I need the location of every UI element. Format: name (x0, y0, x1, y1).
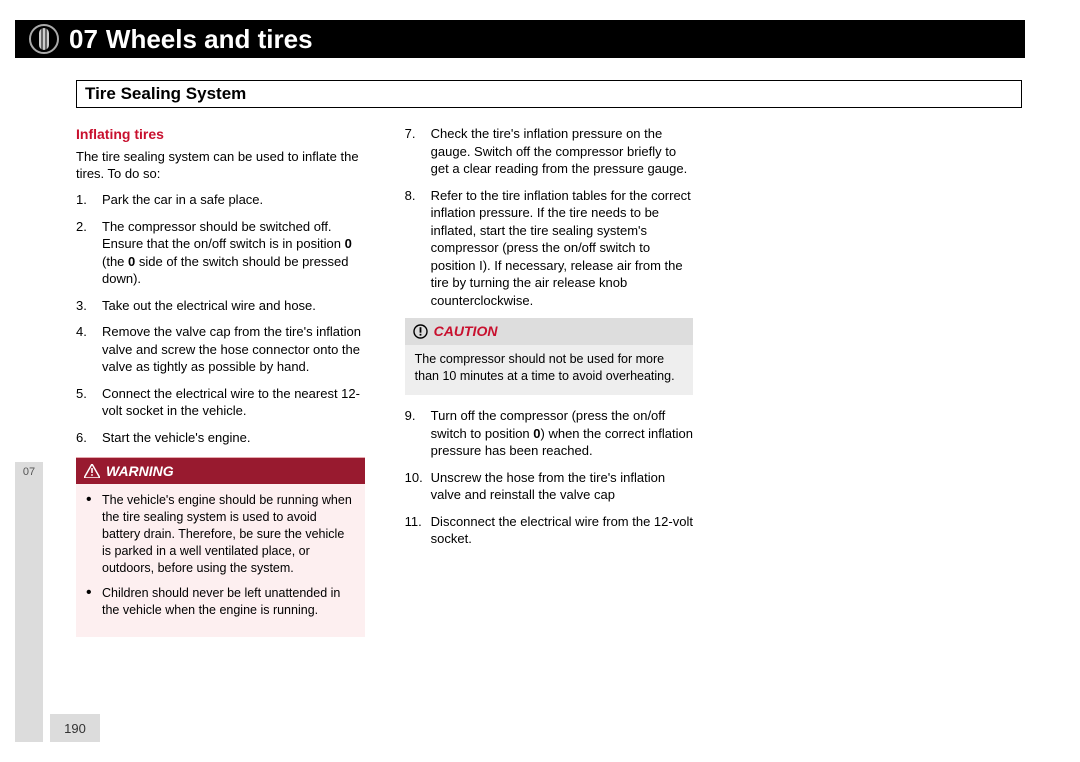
column-2: Check the tire's inflation pressure on t… (405, 125, 694, 637)
page-number: 190 (50, 714, 100, 742)
warning-header: WARNING (76, 458, 365, 485)
column-1: Inflating tires The tire sealing system … (76, 125, 365, 637)
warning-body: The vehicle's engine should be running w… (76, 484, 365, 636)
step-item: Check the tire's inflation pressure on t… (405, 125, 694, 178)
steps-list-2b: Turn off the compressor (press the on/of… (405, 407, 694, 548)
steps-list-2a: Check the tire's inflation pressure on t… (405, 125, 694, 309)
caution-box: CAUTION The compressor should not be use… (405, 318, 694, 395)
tire-icon (29, 24, 59, 54)
caution-header: CAUTION (405, 318, 694, 345)
step-item: Unscrew the hose from the tire's inflati… (405, 469, 694, 504)
caution-body: The compressor should not be used for mo… (405, 345, 694, 395)
side-chapter-tab: 07 (15, 462, 43, 512)
warning-item: Children should never be left unattended… (86, 585, 355, 619)
caution-circle-icon (413, 324, 428, 339)
step-item: Refer to the tire inflation tables for t… (405, 187, 694, 310)
step-item: Remove the valve cap from the tire's inf… (76, 323, 365, 376)
chapter-title-bar: 07 Wheels and tires (15, 20, 1025, 58)
section-subtitle: Tire Sealing System (76, 80, 1022, 108)
step-item: Turn off the compressor (press the on/of… (405, 407, 694, 460)
step-item: Park the car in a safe place. (76, 191, 365, 209)
steps-list-1: Park the car in a safe place. The compre… (76, 191, 365, 447)
content-area: Inflating tires The tire sealing system … (76, 125, 1022, 637)
warning-label: WARNING (106, 462, 174, 481)
step-item: The compressor should be switched off. E… (76, 218, 365, 288)
warning-item: The vehicle's engine should be running w… (86, 492, 355, 576)
chapter-number: 07 (69, 24, 98, 55)
warning-triangle-icon (84, 464, 100, 478)
step-item: Disconnect the electrical wire from the … (405, 513, 694, 548)
chapter-title: Wheels and tires (106, 24, 313, 55)
intro-text: The tire sealing system can be used to i… (76, 148, 365, 183)
warning-box: WARNING The vehicle's engine should be r… (76, 457, 365, 637)
inflating-heading: Inflating tires (76, 125, 365, 144)
caution-label: CAUTION (434, 322, 498, 341)
column-3 (733, 125, 1022, 637)
step-item: Start the vehicle's engine. (76, 429, 365, 447)
step-item: Connect the electrical wire to the neare… (76, 385, 365, 420)
side-strip (15, 512, 43, 742)
step-item: Take out the electrical wire and hose. (76, 297, 365, 315)
